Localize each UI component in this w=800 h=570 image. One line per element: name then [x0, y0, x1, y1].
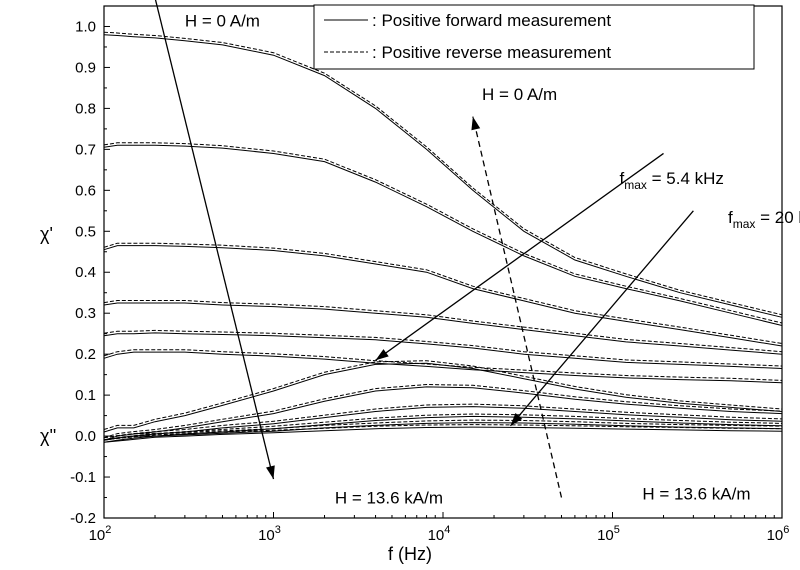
chi-imag-forward-curve-5	[103, 426, 783, 443]
chi-imag-forward-curve-1	[103, 386, 783, 441]
chi-real-forward-curve-5	[103, 351, 783, 384]
y-tick-label: 0.3	[75, 305, 96, 322]
y-tick-label: 0.8	[75, 100, 96, 117]
axis-ticks-layer	[103, 25, 783, 519]
y-tick-label: -0.1	[70, 469, 96, 486]
chi-real-reverse-curve-0	[103, 31, 783, 316]
chi-real-reverse-curve-5	[103, 349, 783, 381]
arrow-line-2	[375, 152, 664, 361]
y-axis-label-imag: χ''	[40, 426, 56, 446]
x-tick-label: 105	[597, 524, 620, 544]
arrow-head-2	[375, 349, 389, 361]
y-tick-label: 0.2	[75, 346, 96, 363]
chi-real-forward-curve-2	[103, 245, 783, 347]
y-tick-label: 1.0	[75, 18, 96, 35]
y-tick-label: 0.9	[75, 59, 96, 76]
x-tick-label: 103	[258, 524, 281, 544]
y-tick-label: 0.4	[75, 264, 96, 281]
arrow-head-0	[266, 465, 275, 480]
arrow-head-1	[471, 116, 481, 131]
chi-imag-reverse-curve-1	[103, 383, 783, 439]
y-tick-label: 0.0	[75, 428, 96, 445]
annotation-fmax1: fmax = 5.4 kHz	[620, 169, 724, 192]
x-axis-label: f (Hz)	[388, 544, 432, 564]
arrow-line-3	[509, 210, 694, 427]
chi-real-reverse-curve-4	[103, 329, 783, 367]
chi-imag-reverse-curve-4	[103, 419, 783, 441]
arrow-line-0	[154, 0, 275, 480]
plot-frame	[103, 5, 783, 519]
legend-entry-forward: : Positive forward measurement	[372, 11, 611, 30]
annotation-top_left: H = 0 A/m	[185, 11, 260, 30]
chi-imag-reverse-curve-2	[103, 403, 783, 439]
x-tick-label: 106	[767, 524, 790, 544]
y-tick-label: 0.7	[75, 141, 96, 158]
y-tick-label: 0.6	[75, 182, 96, 199]
y-tick-label: -0.2	[70, 510, 96, 527]
text-layer: -0.2 -0.1 0.0 0.1 0.2 0.3 0.4 0.5 0.6 0.7 0.8 0.9 1.…	[40, 11, 800, 564]
chi-imag-forward-curve-4	[103, 422, 783, 443]
y-axis-label-real: χ'	[40, 224, 53, 244]
arrow-head-3	[510, 413, 523, 426]
chi-real-reverse-curve-1	[103, 142, 783, 324]
x-tick-label: 102	[89, 524, 112, 544]
arrow-layer	[154, 0, 694, 498]
chi-imag-reverse-curve-5	[103, 424, 783, 441]
y-tick-label: 0.1	[75, 387, 96, 404]
annotation-bot_right: H = 13.6 kA/m	[642, 485, 750, 504]
arrow-line-1	[472, 116, 563, 498]
annotation-fmax2: fmax = 20 kHz	[728, 208, 800, 231]
y-tick-label: 0.5	[75, 223, 96, 240]
legend: : Positive forward measurement : Positiv…	[313, 4, 755, 70]
x-tick-label: 104	[428, 524, 451, 544]
chi-imag-reverse-curve-0	[103, 360, 783, 430]
chi-imag-forward-curve-3	[103, 415, 783, 441]
annotation-middle: H = 0 A/m	[482, 85, 557, 104]
legend-entry-reverse: : Positive reverse measurement	[372, 43, 611, 62]
chi-real-forward-curve-0	[103, 34, 783, 318]
series-layer	[103, 31, 783, 443]
chi-imag-reverse-curve-3	[103, 413, 783, 439]
chi-real-forward-curve-1	[103, 144, 783, 326]
chi-real-reverse-curve-3	[103, 300, 783, 353]
chi-imag-forward-curve-0	[103, 362, 783, 433]
chi-real-forward-curve-4	[103, 332, 783, 369]
chi-real-reverse-curve-2	[103, 242, 783, 344]
annotation-bot_left: H = 13.6 kA/m	[335, 489, 443, 508]
chi-real-forward-curve-3	[103, 302, 783, 355]
